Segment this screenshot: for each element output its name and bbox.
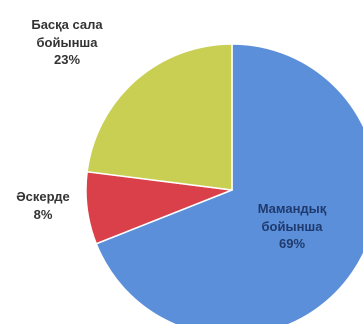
slice-label-basqa-sala: Басқа сала бойынша 23% — [8, 16, 126, 69]
slice-mamandyq — [95, 43, 363, 324]
slice-basqa-sala — [86, 43, 233, 191]
slice-percent-label: 8% — [33, 206, 53, 222]
slice-label-mamandyq: Мамандық бойынша 69% — [236, 200, 348, 253]
slice-label-line: Мамандық — [257, 201, 327, 216]
slice-label-line: Әскерде — [16, 189, 70, 204]
slice-percent-label: 23% — [53, 52, 81, 68]
slice-label-line: бойынша — [36, 34, 98, 50]
slice-label-askerde: Әскерде 8% — [2, 188, 84, 223]
slice-percent-label: 69% — [278, 236, 306, 252]
slice-label-line: бойынша — [261, 218, 323, 234]
slice-label-line: Басқа сала — [31, 17, 103, 32]
